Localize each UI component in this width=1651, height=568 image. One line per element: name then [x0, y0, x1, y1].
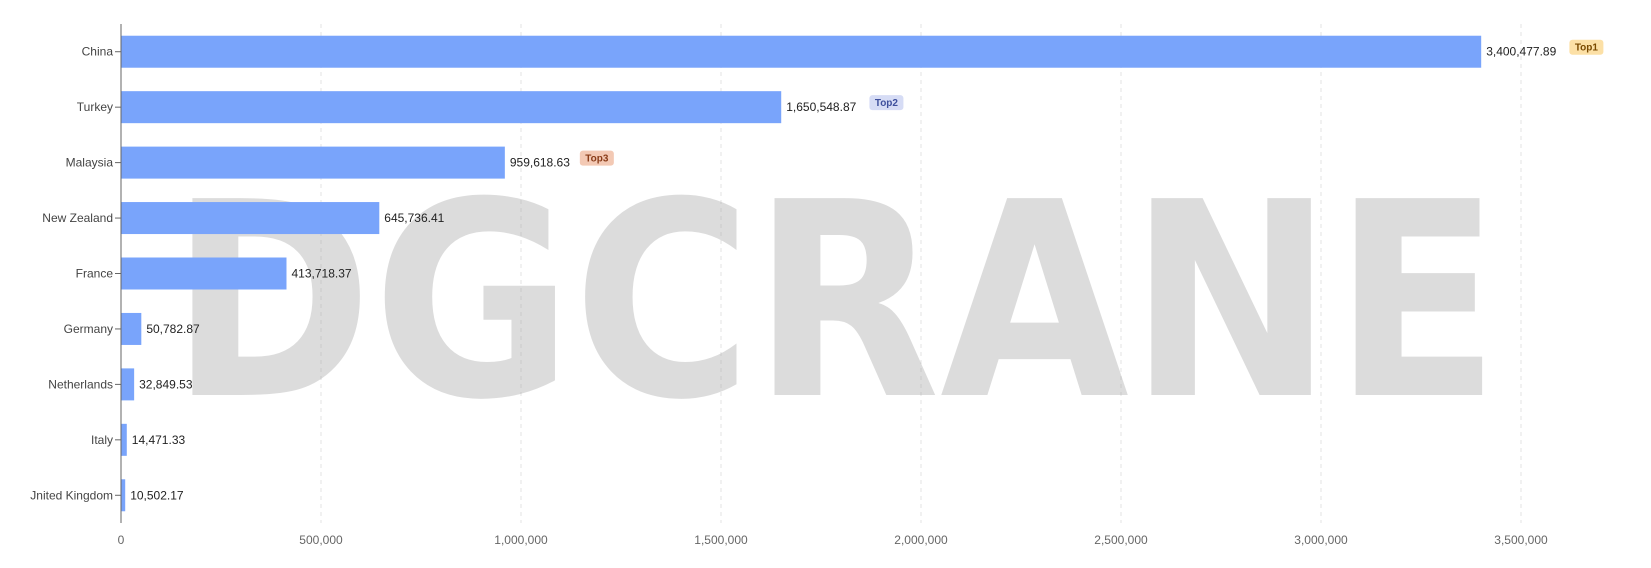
category-label: France — [76, 267, 114, 281]
x-tick-label: 1,000,000 — [494, 533, 548, 547]
bar — [121, 91, 782, 124]
bar-value-label: 10,502.17 — [130, 488, 184, 502]
category-label: New Zealand — [42, 211, 113, 225]
category-label: Netherlands — [48, 377, 113, 391]
rank-badge — [869, 95, 904, 111]
bar — [121, 146, 505, 179]
bar-value-label: 1,650,548.87 — [786, 100, 856, 114]
rank-badge-text: Top3 — [585, 154, 609, 165]
rank-badge — [1569, 39, 1604, 55]
bar — [121, 479, 126, 512]
x-tick-label: 2,500,000 — [1094, 533, 1148, 547]
watermark-logo: DGCRANE — [170, 144, 1500, 459]
bar — [121, 257, 287, 290]
value-labels: 3,400,477.89 1,650,548.87 959,618.63 645,73… — [130, 45, 1556, 503]
x-tick-label: 500,000 — [299, 533, 343, 547]
category-label: China — [82, 45, 114, 59]
category-label: Germany — [64, 322, 113, 336]
bar-value-label: 3,400,477.89 — [1486, 45, 1556, 59]
category-label: Turkey — [77, 100, 113, 114]
watermark-text: DGCRANE — [170, 144, 1500, 459]
bar-value-label: 959,618.63 — [510, 156, 570, 170]
bar — [121, 35, 1482, 68]
x-tick-label: 3,500,000 — [1494, 533, 1548, 547]
bar-value-label: 645,736.41 — [384, 211, 444, 225]
category-label: Italy — [91, 433, 113, 447]
bar — [121, 312, 142, 345]
bar-value-label: 413,718.37 — [291, 267, 351, 281]
bar-value-label: 14,471.33 — [132, 433, 186, 447]
bar-value-label: 50,782.87 — [146, 322, 200, 336]
x-tick-label: 1,500,000 — [694, 533, 748, 547]
bar-value-label: 32,849.53 — [139, 377, 193, 391]
bar — [121, 423, 127, 456]
rank-badge-text: Top1 — [1575, 43, 1599, 54]
bar — [121, 368, 135, 401]
x-axis: 0 500,000 1,000,000 1,500,000 2,000,000 2,500… — [118, 533, 1548, 547]
rank-badge-text: Top2 — [875, 98, 899, 109]
rank-badge — [579, 150, 614, 166]
category-label: Malaysia — [66, 156, 114, 170]
x-tick-label: 0 — [118, 533, 125, 547]
x-tick-label: 2,000,000 — [894, 533, 948, 547]
bar — [121, 202, 380, 235]
bars — [121, 35, 1482, 512]
category-label: Jnited Kingdom — [30, 488, 113, 502]
rank-badges: Top1 Top2 Top3 — [579, 39, 1604, 166]
x-tick-label: 3,000,000 — [1294, 533, 1348, 547]
y-axis: China Turkey Malaysia New Zealand France Germ… — [30, 24, 122, 523]
